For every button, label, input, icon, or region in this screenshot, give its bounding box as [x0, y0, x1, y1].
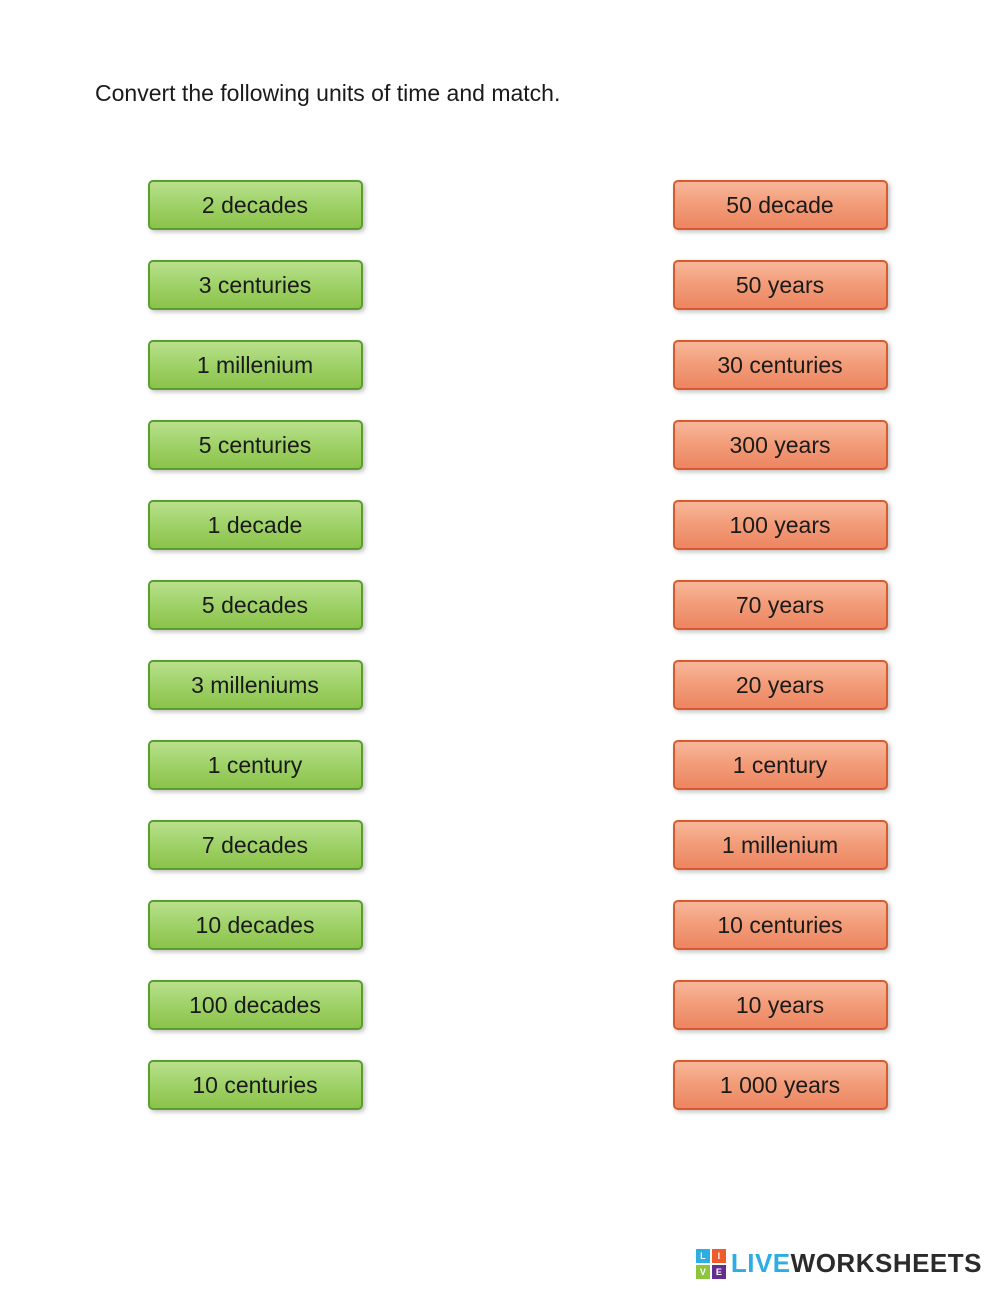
right-item[interactable]: 100 years [673, 500, 888, 550]
right-item[interactable]: 1 century [673, 740, 888, 790]
watermark-text: LIVEWORKSHEETS [731, 1248, 982, 1279]
logo-square: L [696, 1249, 710, 1263]
left-item[interactable]: 5 centuries [148, 420, 363, 470]
left-item[interactable]: 1 millenium [148, 340, 363, 390]
left-item[interactable]: 100 decades [148, 980, 363, 1030]
right-item[interactable]: 300 years [673, 420, 888, 470]
left-item[interactable]: 5 decades [148, 580, 363, 630]
right-item[interactable]: 10 years [673, 980, 888, 1030]
left-item[interactable]: 2 decades [148, 180, 363, 230]
logo-square: V [696, 1265, 710, 1279]
watermark-logo-icon: L I V E [696, 1249, 726, 1279]
liveworksheets-watermark: L I V E LIVEWORKSHEETS [696, 1248, 982, 1279]
left-item[interactable]: 3 centuries [148, 260, 363, 310]
right-item[interactable]: 1 millenium [673, 820, 888, 870]
left-item[interactable]: 10 decades [148, 900, 363, 950]
left-item[interactable]: 7 decades [148, 820, 363, 870]
right-item[interactable]: 30 centuries [673, 340, 888, 390]
instruction-text: Convert the following units of time and … [95, 80, 560, 107]
left-item[interactable]: 1 decade [148, 500, 363, 550]
left-item[interactable]: 1 century [148, 740, 363, 790]
left-item[interactable]: 10 centuries [148, 1060, 363, 1110]
right-item[interactable]: 1 000 years [673, 1060, 888, 1110]
watermark-text-live: LIVE [731, 1248, 791, 1278]
left-column: 2 decades 3 centuries 1 millenium 5 cent… [0, 180, 450, 1110]
left-item[interactable]: 3 milleniums [148, 660, 363, 710]
watermark-text-rest: WORKSHEETS [791, 1248, 982, 1278]
logo-square: E [712, 1265, 726, 1279]
right-item[interactable]: 10 centuries [673, 900, 888, 950]
matching-columns: 2 decades 3 centuries 1 millenium 5 cent… [0, 180, 1000, 1110]
right-item[interactable]: 50 decade [673, 180, 888, 230]
right-column: 50 decade 50 years 30 centuries 300 year… [450, 180, 1000, 1110]
right-item[interactable]: 20 years [673, 660, 888, 710]
logo-square: I [712, 1249, 726, 1263]
right-item[interactable]: 50 years [673, 260, 888, 310]
right-item[interactable]: 70 years [673, 580, 888, 630]
